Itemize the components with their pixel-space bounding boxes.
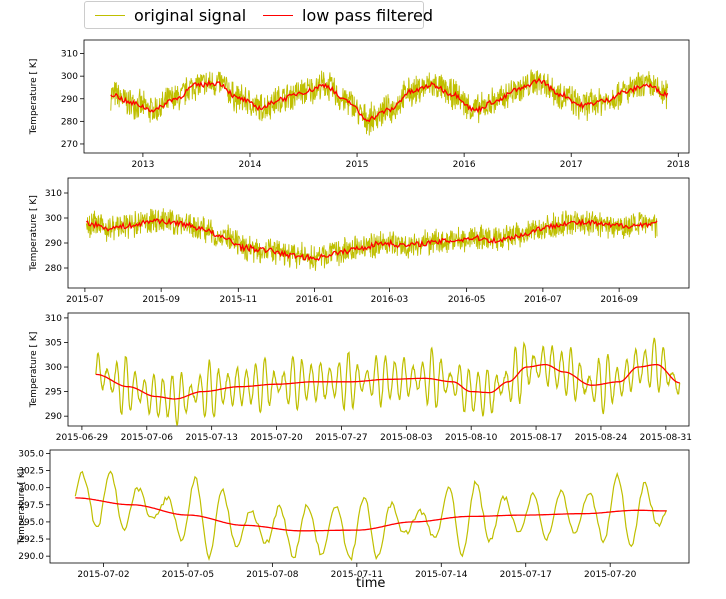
series-low-pass-filtered-2 (86, 217, 658, 262)
x-tick-label-3-5: 2015-08-03 (380, 433, 432, 443)
x-tick-label-3-1: 2015-07-06 (121, 433, 174, 443)
series-low-pass-filtered-1 (110, 77, 669, 123)
legend: original signal low pass filtered (84, 1, 433, 29)
series-low-pass-filtered-3 (95, 363, 680, 400)
x-tick-label-2-4: 2016-03 (371, 295, 409, 305)
y-tick-label-2-2: 300 (45, 214, 62, 224)
chart-panel-1: 2013 2014 2015 2016 2017 2018 270 280 290 300 310 T… (29, 39, 690, 170)
x-tick-label-4-3: 2015-07-11 (331, 570, 383, 580)
y-axis-label-2: Temperature [ K] (29, 195, 39, 272)
series-original-signal-4 (74, 470, 668, 562)
chart-panel-4: 2015-07-02 2015-07-05 2015-07-08 2015-07-11… (17, 449, 690, 580)
legend-item-filtered: low pass filtered (263, 2, 433, 28)
chart-panel-3: 2015-06-29 2015-07-06 2015-07-13 2015-07-20… (29, 312, 692, 443)
y-tick-label-4-0: 290.0 (18, 552, 44, 562)
y-tick-label-3-3: 305 (45, 338, 62, 348)
y-tick-label-3-2: 300 (45, 363, 62, 373)
x-tick-label-1-2: 2015 (346, 160, 369, 170)
x-tick-label-3-2: 2015-07-13 (186, 433, 238, 443)
x-tick-label-4-6: 2015-07-20 (584, 570, 637, 580)
y-tick-label-4-6: 305.0 (18, 449, 44, 459)
y-tick-label-4-1: 292.5 (18, 535, 44, 545)
x-tick-label-4-2: 2015-07-08 (246, 570, 299, 580)
y-tick-label-4-5: 302.5 (18, 467, 44, 477)
x-tick-label-4-1: 2015-07-05 (162, 570, 214, 580)
y-tick-label-2-1: 290 (45, 239, 62, 249)
x-tick-label-2-1: 2015-09 (142, 295, 180, 305)
x-tick-label-3-8: 2015-08-24 (575, 433, 628, 443)
x-tick-label-2-6: 2016-07 (524, 295, 562, 305)
y-tick-label-1-1: 280 (61, 117, 78, 127)
x-tick-label-2-2: 2015-11 (220, 295, 258, 305)
x-tick-label-4-0: 2015-07-02 (77, 570, 129, 580)
x-tick-label-4-5: 2015-07-17 (500, 570, 552, 580)
y-tick-label-3-0: 290 (45, 412, 62, 422)
series-low-pass-filtered-4 (75, 497, 667, 532)
x-tick-label-2-0: 2015-07 (66, 295, 104, 305)
legend-label-original: original signal (134, 5, 247, 25)
x-tick-label-3-6: 2015-08-10 (445, 433, 498, 443)
x-tick-label-1-1: 2014 (239, 160, 262, 170)
legend-line-filtered (263, 14, 293, 16)
plot-frame-3 (67, 312, 690, 427)
x-tick-label-3-0: 2015-06-29 (56, 433, 109, 443)
y-tick-label-4-3: 297.5 (18, 501, 44, 511)
x-tick-label-1-5: 2018 (667, 160, 690, 170)
x-axis-label: time (356, 576, 386, 591)
x-tick-label-3-7: 2015-08-17 (510, 433, 562, 443)
plot-frame-4 (49, 449, 690, 564)
y-tick-label-2-3: 310 (45, 189, 62, 199)
plot-frame-2 (67, 177, 690, 289)
y-tick-label-1-4: 310 (61, 50, 78, 60)
x-tick-label-2-7: 2016-09 (600, 295, 638, 305)
chart-panel-2: 2015-07 2015-09 2015-11 2016-01 2016-03 2016-… (29, 177, 690, 305)
x-tick-label-1-0: 2013 (131, 160, 154, 170)
y-tick-label-4-4: 300.0 (18, 484, 44, 494)
y-tick-label-1-3: 300 (61, 72, 78, 82)
y-axis-label-4: Temperature [ K] (17, 469, 27, 546)
legend-label-filtered: low pass filtered (302, 5, 433, 25)
y-tick-label-1-0: 270 (61, 140, 78, 150)
y-tick-label-1-2: 290 (61, 95, 78, 105)
x-tick-label-2-3: 2016-01 (296, 295, 334, 305)
series-original-signal-2 (85, 208, 658, 271)
legend-item-original: original signal (95, 2, 246, 28)
y-tick-label-2-0: 280 (45, 264, 62, 274)
legend-line-original (95, 14, 125, 16)
series-original-signal-3 (95, 337, 681, 426)
x-tick-label-3-9: 2015-08-31 (640, 433, 692, 443)
x-tick-label-1-4: 2017 (560, 160, 583, 170)
y-axis-label-1: Temperature [ K] (29, 59, 39, 136)
x-tick-label-2-5: 2016-05 (448, 295, 486, 305)
x-tick-label-1-3: 2016 (453, 160, 476, 170)
y-tick-label-3-4: 310 (45, 314, 62, 324)
x-tick-label-4-4: 2015-07-14 (415, 570, 468, 580)
x-tick-label-3-4: 2015-07-27 (315, 433, 367, 443)
y-tick-label-4-2: 295.0 (18, 518, 44, 528)
y-axis-label-3: Temperature [ K] (29, 332, 39, 409)
y-tick-label-3-1: 295 (45, 388, 62, 398)
x-tick-label-3-3: 2015-07-20 (250, 433, 303, 443)
plot-frame-1 (83, 39, 690, 154)
series-original-signal-1 (110, 69, 669, 136)
